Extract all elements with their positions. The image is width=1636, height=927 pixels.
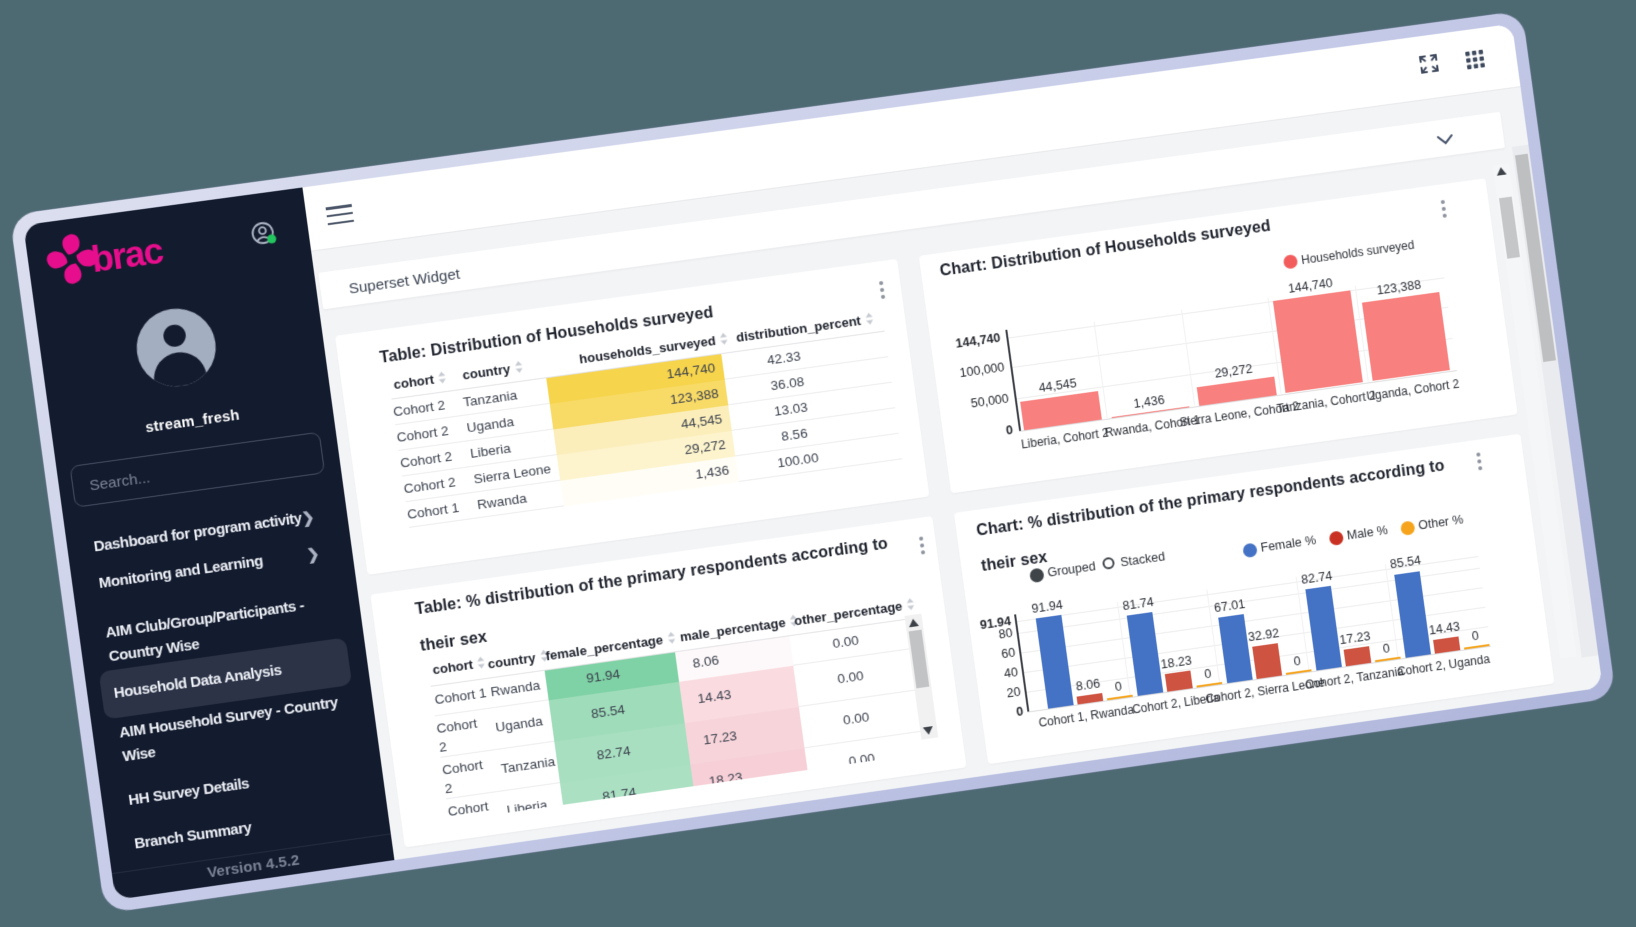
- svg-text:brac: brac: [89, 230, 166, 280]
